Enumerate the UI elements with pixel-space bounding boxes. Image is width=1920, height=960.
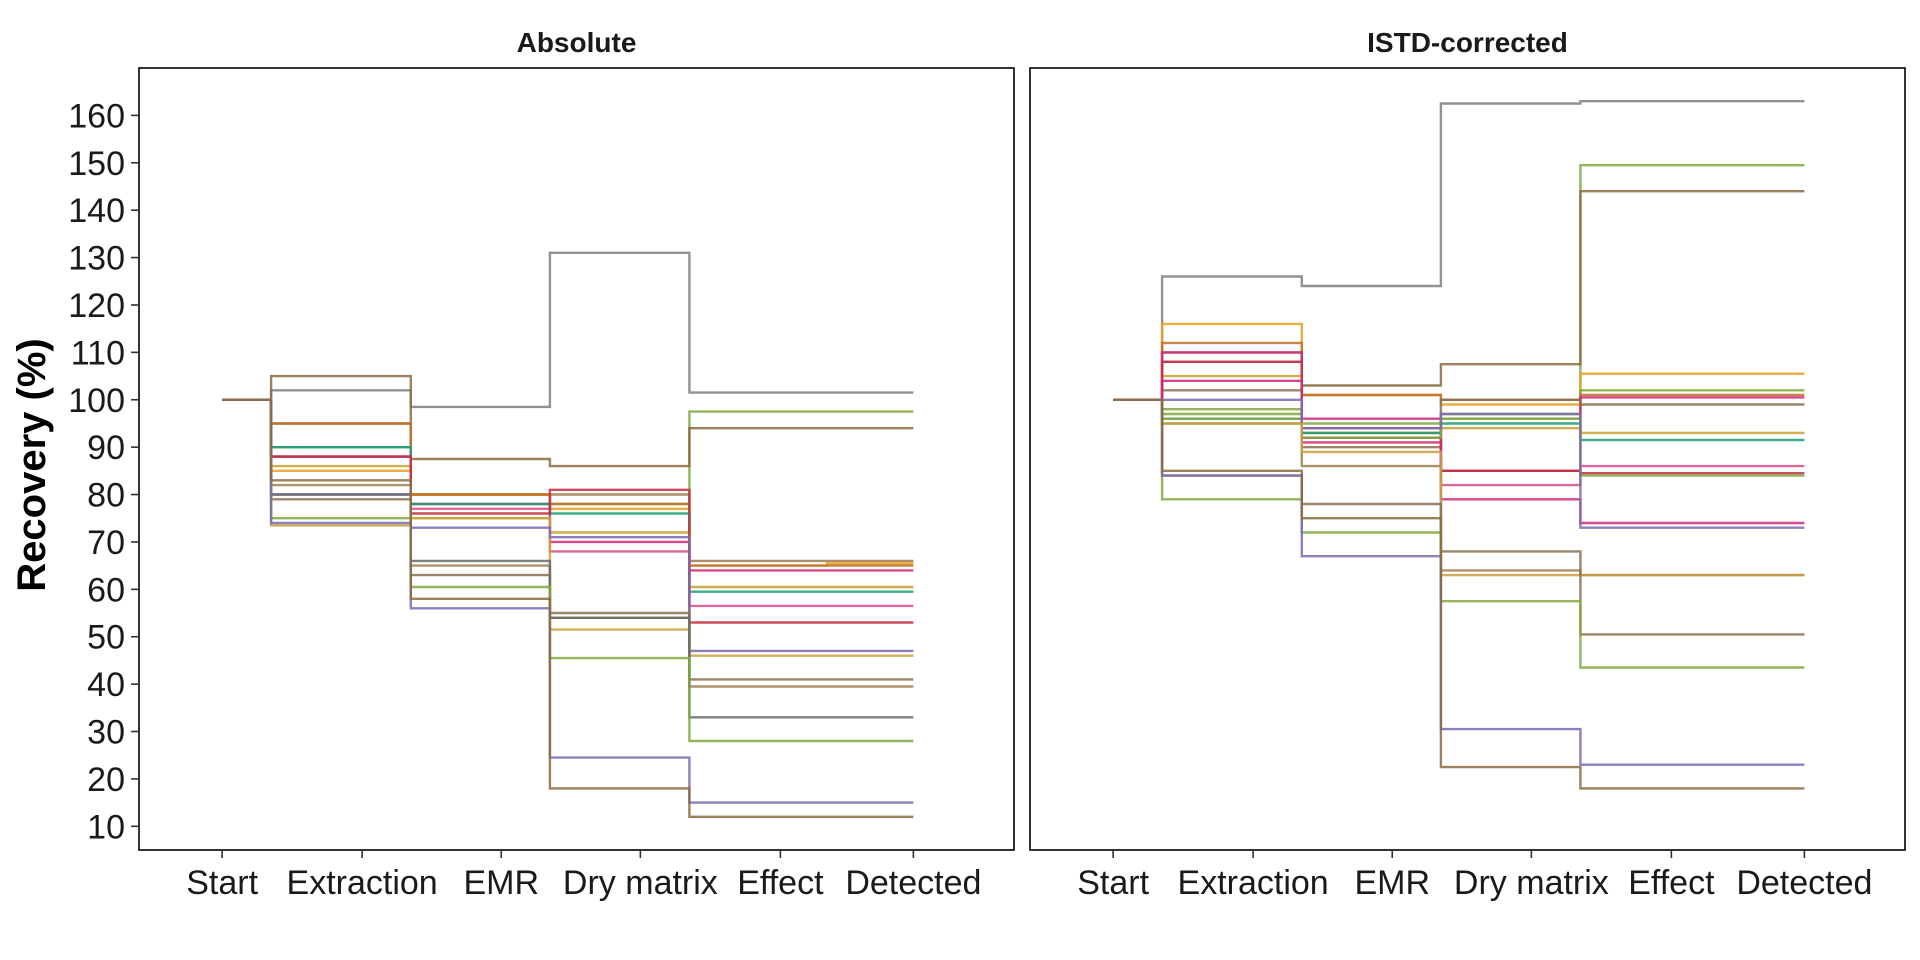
- series-group: [1113, 100, 1805, 790]
- panel-frame: [1029, 67, 1906, 851]
- series-line-1: [222, 398, 914, 506]
- x-tick-label: Detected: [845, 864, 981, 902]
- x-tick-label: Effect: [1628, 864, 1715, 902]
- y-tick-label: 80: [87, 477, 125, 515]
- series-line-13: [1113, 379, 1805, 525]
- x-tick-label: Dry matrix: [563, 864, 718, 902]
- x-tick-label: Start: [186, 864, 258, 902]
- series-line-16: [1113, 398, 1805, 577]
- x-tick-label: Extraction: [1178, 864, 1329, 902]
- series-line-6: [1113, 351, 1805, 472]
- series-group: [222, 251, 914, 818]
- y-tick-label: 120: [68, 287, 125, 325]
- y-tick-label: 140: [68, 192, 125, 230]
- x-tick-label: EMR: [463, 864, 539, 902]
- x-tick-label: EMR: [1354, 864, 1430, 902]
- panel-title: Absolute: [517, 27, 637, 58]
- panel-0: Absolute Start Extraction EMR Dry matrix Effe…: [68, 27, 1015, 902]
- panel-title: ISTD-corrected: [1367, 27, 1568, 58]
- y-tick-label: 10: [87, 808, 125, 846]
- y-tick-label: 60: [87, 571, 125, 609]
- x-tick-label: Start: [1077, 864, 1149, 902]
- series-line-20: [1113, 398, 1805, 790]
- series-line-2: [1113, 190, 1805, 401]
- y-tick-label: 40: [87, 666, 125, 704]
- series-line-19: [1113, 398, 1805, 766]
- y-tick-label: 30: [87, 714, 125, 752]
- x-tick-label: Detected: [1736, 864, 1872, 902]
- y-tick-label: 160: [68, 97, 125, 135]
- y-tick-label: 100: [68, 382, 125, 420]
- series-line-0: [222, 251, 914, 409]
- x-tick-label: Effect: [737, 864, 824, 902]
- series-line-1: [1113, 164, 1805, 435]
- y-tick-label: 20: [87, 761, 125, 799]
- series-line-10: [222, 398, 914, 624]
- series-line-12: [1113, 398, 1805, 477]
- y-tick-label: 150: [68, 145, 125, 183]
- x-tick-label: Dry matrix: [1454, 864, 1609, 902]
- series-line-14: [222, 398, 914, 688]
- series-line-17: [1113, 398, 1805, 636]
- panel-1: ISTD-corrected Start Extraction EMR Dry matr…: [1029, 27, 1906, 902]
- panel-frame: [138, 67, 1015, 851]
- y-tick-label: 130: [68, 240, 125, 278]
- y-tick-label: 110: [71, 334, 125, 372]
- series-line-15: [1113, 398, 1805, 577]
- y-tick-label: 70: [87, 524, 125, 562]
- y-axis-title: Recovery (%): [10, 338, 54, 591]
- series-line-13: [222, 398, 914, 681]
- series-line-0: [1113, 100, 1805, 401]
- y-tick-label: 50: [87, 619, 125, 657]
- y-tick-label: 90: [87, 429, 125, 467]
- series-line-2: [222, 374, 914, 468]
- series-line-18: [222, 398, 914, 818]
- chart-panels: Absolute Start Extraction EMR Dry matrix Effe…: [68, 27, 1906, 902]
- x-tick-label: Extraction: [287, 864, 438, 902]
